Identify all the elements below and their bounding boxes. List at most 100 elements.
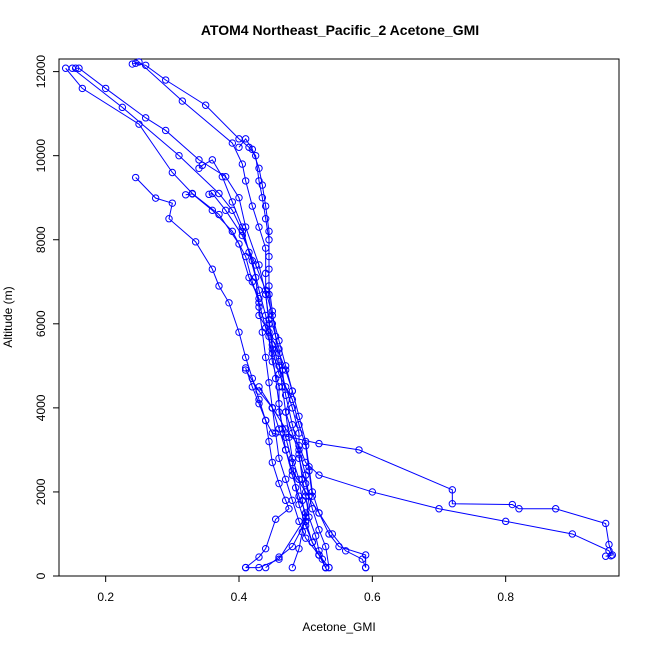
data-point bbox=[315, 471, 323, 479]
data-point bbox=[301, 479, 310, 488]
data-point bbox=[311, 532, 320, 540]
data-point bbox=[315, 551, 323, 559]
data-point bbox=[255, 223, 263, 231]
data-point bbox=[448, 486, 457, 494]
data-point bbox=[308, 538, 317, 547]
series-6 bbox=[131, 173, 293, 572]
data-point bbox=[265, 437, 273, 446]
data-point bbox=[238, 223, 247, 231]
data-point bbox=[271, 332, 280, 341]
data-point bbox=[288, 404, 297, 412]
data-point bbox=[161, 76, 170, 84]
y-tick-label: 12000 bbox=[34, 55, 48, 89]
data-point bbox=[168, 199, 177, 207]
y-tick-label: 2000 bbox=[34, 478, 48, 505]
y-tick-label: 4000 bbox=[34, 394, 48, 421]
data-point bbox=[295, 442, 303, 450]
x-tick-label: 0.8 bbox=[497, 590, 514, 604]
data-point bbox=[321, 563, 330, 572]
data-point bbox=[265, 282, 273, 290]
data-point bbox=[251, 273, 260, 282]
data-point bbox=[235, 328, 243, 336]
data-point bbox=[205, 190, 213, 199]
data-point bbox=[358, 555, 367, 563]
data-point bbox=[288, 496, 297, 505]
data-point bbox=[288, 387, 297, 395]
data-point bbox=[275, 479, 283, 488]
data-point bbox=[295, 475, 303, 484]
data-point bbox=[128, 60, 137, 68]
series-1 bbox=[61, 64, 330, 572]
data-point bbox=[255, 399, 263, 408]
data-point bbox=[288, 395, 297, 404]
data-point bbox=[325, 563, 333, 572]
data-point bbox=[361, 563, 370, 572]
data-point bbox=[601, 519, 610, 528]
data-point bbox=[275, 357, 283, 366]
data-point bbox=[355, 446, 363, 454]
data-point bbox=[208, 206, 217, 215]
data-point bbox=[301, 509, 310, 517]
data-point bbox=[275, 454, 283, 463]
data-point bbox=[315, 439, 323, 448]
data-point bbox=[221, 206, 230, 215]
data-point bbox=[321, 542, 330, 551]
data-point bbox=[281, 446, 290, 454]
data-point bbox=[235, 240, 243, 248]
series-8 bbox=[205, 189, 370, 572]
data-point bbox=[255, 383, 263, 391]
data-point bbox=[218, 172, 227, 181]
data-point bbox=[238, 231, 247, 240]
data-point bbox=[141, 61, 150, 70]
series-line bbox=[245, 367, 613, 557]
data-point bbox=[298, 496, 307, 505]
data-point bbox=[271, 515, 280, 523]
x-axis-label: Acetone_GMI bbox=[302, 620, 375, 634]
data-point bbox=[235, 143, 243, 151]
series-11 bbox=[241, 364, 617, 560]
data-point bbox=[241, 563, 250, 572]
series-2 bbox=[68, 64, 333, 572]
data-point bbox=[551, 505, 560, 513]
data-point bbox=[288, 563, 297, 572]
data-point bbox=[261, 416, 270, 425]
series-line bbox=[72, 67, 330, 568]
data-point bbox=[275, 399, 283, 408]
data-point bbox=[78, 84, 87, 93]
y-axis: 0 2000 4000 6000 8000 10000 12000 bbox=[34, 55, 59, 579]
data-point bbox=[255, 164, 263, 172]
data-point bbox=[75, 64, 83, 72]
data-point bbox=[508, 500, 517, 509]
y-axis-label: Altitude (m) bbox=[1, 286, 15, 347]
series-line bbox=[185, 193, 307, 568]
data-point bbox=[228, 139, 237, 147]
data-point bbox=[288, 454, 297, 463]
data-point bbox=[131, 173, 140, 182]
data-point bbox=[261, 202, 270, 210]
data-point bbox=[228, 227, 237, 236]
data-point bbox=[275, 425, 283, 433]
series-group bbox=[61, 58, 617, 572]
data-point bbox=[261, 563, 270, 572]
series-3 bbox=[71, 64, 333, 572]
data-point bbox=[131, 59, 140, 67]
data-point bbox=[255, 303, 263, 311]
data-point bbox=[241, 177, 250, 185]
data-point bbox=[501, 517, 510, 526]
chart-title: ATOM4 Northeast_Pacific_2 Acetone_GMI bbox=[201, 22, 479, 38]
data-point bbox=[248, 202, 257, 210]
data-point bbox=[141, 114, 150, 122]
data-point bbox=[315, 526, 323, 534]
data-point bbox=[201, 101, 210, 109]
series-13 bbox=[255, 383, 370, 572]
data-point bbox=[235, 194, 243, 202]
data-point bbox=[268, 404, 277, 412]
data-point bbox=[255, 553, 263, 561]
data-point bbox=[208, 265, 217, 273]
series-line bbox=[198, 159, 327, 568]
data-point bbox=[281, 391, 290, 399]
data-point bbox=[341, 547, 350, 555]
data-point bbox=[435, 505, 443, 513]
y-tick-label: 8000 bbox=[34, 226, 48, 253]
series-12 bbox=[241, 366, 615, 560]
